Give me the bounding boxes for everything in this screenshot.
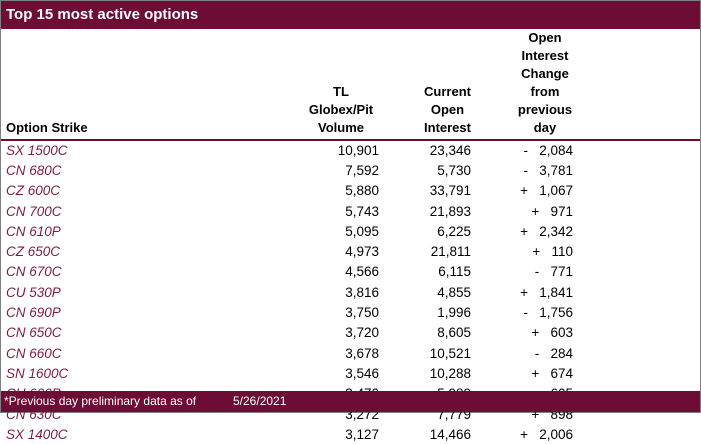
table-row: CU 530P 3,816 4,855 + 1,841: [1, 282, 700, 302]
col-header-option-strike: Option Strike: [1, 29, 301, 141]
open-interest-cell: 6,225: [437, 223, 471, 239]
option-strike-cell: SX 1400C: [6, 426, 68, 442]
options-table: Option Strike TL Globex/Pit Volume Curre…: [1, 29, 700, 444]
table-row: CN 700C 5,743 21,893 + 971: [1, 201, 700, 221]
table-row: SN 1600C 3,546 10,288 + 674: [1, 363, 700, 383]
oi-change-cell: - 2,084: [523, 143, 573, 159]
header-row: Option Strike TL Globex/Pit Volume Curre…: [1, 29, 700, 141]
table-row: CN 670C 4,566 6,115 - 771: [1, 262, 700, 282]
table-row: CN 660C 3,678 10,521 - 284: [1, 343, 700, 363]
option-strike-cell: CN 700C: [6, 203, 62, 219]
oi-change-cell: - 3,781: [523, 162, 573, 178]
oi-change-cell: + 1,841: [520, 284, 573, 300]
oi-change-cell: + 603: [531, 325, 573, 341]
open-interest-cell: 5,730: [437, 162, 471, 178]
filler-cell: [576, 221, 700, 241]
oi-change-cell: + 2,342: [520, 223, 573, 239]
oi-change-cell: - 1,756: [523, 305, 573, 321]
filler-cell: [576, 262, 700, 282]
col-header-volume: TL Globex/Pit Volume: [301, 29, 381, 141]
filler-cell: [576, 160, 700, 180]
oi-change-cell: + 1,067: [520, 183, 573, 199]
volume-cell: 4,566: [345, 264, 379, 280]
open-interest-cell: 23,346: [429, 143, 471, 159]
open-interest-cell: 8,605: [437, 325, 471, 341]
open-interest-cell: 1,996: [437, 305, 471, 321]
table-row: CN 680C 7,592 5,730 - 3,781: [1, 160, 700, 180]
oi-change-cell: - 284: [534, 345, 573, 361]
footer-date: 5/26/2021: [233, 394, 287, 408]
volume-cell: 10,901: [337, 143, 379, 159]
open-interest-cell: 10,521: [429, 345, 471, 361]
volume-cell: 5,743: [345, 203, 379, 219]
option-strike-cell: SN 1600C: [6, 365, 69, 381]
filler-cell: [576, 181, 700, 201]
volume-cell: 3,750: [345, 305, 379, 321]
oi-change-cell: + 674: [531, 365, 573, 381]
col-header-filler: [576, 29, 700, 141]
col-header-oi-change: Open Interest Change from previous day: [476, 29, 576, 141]
volume-cell: 3,678: [345, 345, 379, 361]
volume-cell: 5,880: [345, 183, 379, 199]
filler-cell: [576, 282, 700, 302]
volume-cell: 3,127: [345, 426, 379, 442]
option-strike-cell: SX 1500C: [6, 143, 68, 159]
option-strike-cell: CU 530P: [6, 284, 61, 300]
option-strike-cell: CN 680C: [6, 162, 62, 178]
option-strike-cell: CN 610P: [6, 223, 61, 239]
table-row: CN 690P 3,750 1,996 - 1,756: [1, 302, 700, 322]
option-strike-cell: CZ 600C: [6, 183, 61, 199]
filler-cell: [576, 424, 700, 444]
option-strike-cell: CN 670C: [6, 264, 62, 280]
table-row: SX 1500C 10,901 23,346 - 2,084: [1, 140, 700, 160]
table-title: Top 15 most active options: [6, 6, 199, 23]
open-interest-cell: 33,791: [429, 183, 471, 199]
table-title-bar: Top 15 most active options: [1, 1, 700, 29]
oi-change-cell: + 971: [531, 203, 573, 219]
volume-cell: 3,816: [345, 284, 379, 300]
footer-note: *Previous day preliminary data as of: [4, 394, 197, 408]
filler-cell: [576, 140, 700, 160]
option-strike-cell: CN 650C: [6, 325, 62, 341]
table-row: SX 1400C 3,127 14,466 + 2,006: [1, 424, 700, 444]
oi-change-cell: - 771: [534, 264, 573, 280]
col-header-open-interest: Current Open Interest: [381, 29, 476, 141]
option-strike-cell: CZ 650C: [6, 244, 61, 260]
option-strike-cell: CN 690P: [6, 305, 61, 321]
filler-cell: [576, 343, 700, 363]
volume-cell: 5,095: [345, 223, 379, 239]
filler-cell: [576, 363, 700, 383]
option-strike-cell: CN 660C: [6, 345, 62, 361]
open-interest-cell: 14,466: [429, 426, 471, 442]
oi-change-cell: + 2,006: [520, 426, 573, 442]
table-row: CN 650C 3,720 8,605 + 603: [1, 323, 700, 343]
table-row: CN 610P 5,095 6,225 + 2,342: [1, 221, 700, 241]
oi-change-cell: + 110: [532, 244, 573, 260]
footer-bar: *Previous day preliminary data as of 5/2…: [1, 391, 700, 412]
filler-cell: [576, 241, 700, 261]
open-interest-cell: 10,288: [429, 365, 471, 381]
table-row: CZ 600C 5,880 33,791 + 1,067: [1, 181, 700, 201]
open-interest-cell: 21,893: [429, 203, 471, 219]
filler-cell: [576, 323, 700, 343]
volume-cell: 7,592: [345, 162, 379, 178]
volume-cell: 3,720: [345, 325, 379, 341]
volume-cell: 3,546: [345, 365, 379, 381]
volume-cell: 4,973: [345, 244, 379, 260]
table-row: CZ 650C 4,973 21,811 + 110: [1, 241, 700, 261]
filler-cell: [576, 302, 700, 322]
filler-cell: [576, 201, 700, 221]
open-interest-cell: 6,115: [438, 264, 471, 280]
open-interest-cell: 4,855: [437, 284, 471, 300]
open-interest-cell: 21,811: [430, 244, 471, 260]
